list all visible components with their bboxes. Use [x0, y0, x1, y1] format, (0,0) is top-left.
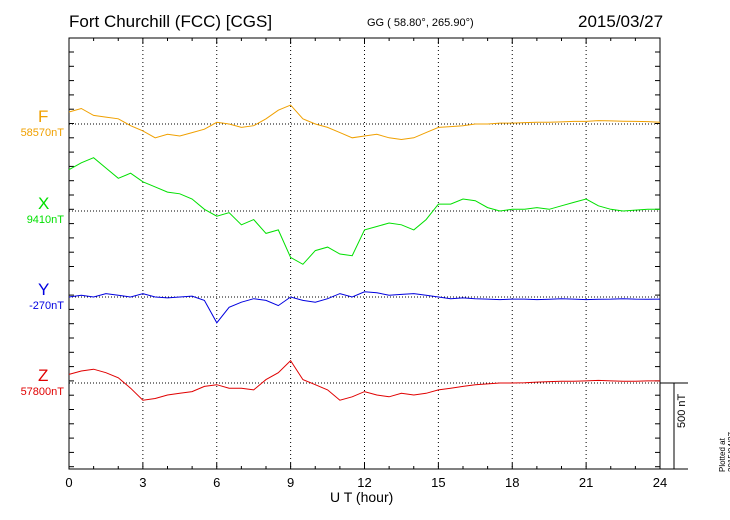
component-letter-y: Y	[38, 280, 50, 299]
scale-bar-label: 500 nT	[676, 393, 688, 428]
date-label: 2015/03/27	[578, 12, 664, 31]
series-line-z	[68, 359, 660, 401]
component-letter-z: Z	[38, 366, 49, 385]
station-title: Fort Churchill (FCC) [CGS]	[69, 12, 273, 31]
x-tick-label: 9	[287, 475, 294, 490]
coordinates-label: GG ( 58.80°, 265.90°)	[367, 17, 474, 29]
x-axis-label: U T (hour)	[330, 489, 394, 505]
series-line-x	[68, 157, 660, 265]
x-tick-label: 6	[213, 475, 220, 490]
component-baseline-f: 58570nT	[20, 127, 64, 139]
x-tick-label: 24	[653, 475, 667, 490]
component-baseline-x: 9410nT	[26, 214, 64, 226]
x-tick-label: 21	[579, 475, 593, 490]
x-tick-label: 0	[65, 475, 72, 490]
series-line-f	[68, 104, 661, 141]
plotted-timestamp: Plotted at 2015/04/27 01:33 UT	[718, 431, 730, 472]
x-tick-label: 18	[505, 475, 519, 490]
component-baseline-z: 57800nT	[20, 386, 64, 398]
component-baseline-y: -270nT	[29, 300, 64, 312]
component-letter-x: X	[38, 194, 50, 213]
x-tick-label: 3	[139, 475, 146, 490]
x-tick-label: 15	[431, 475, 445, 490]
x-tick-label: 12	[357, 475, 371, 490]
component-letter-f: F	[38, 107, 49, 126]
series-line-y	[68, 291, 661, 324]
